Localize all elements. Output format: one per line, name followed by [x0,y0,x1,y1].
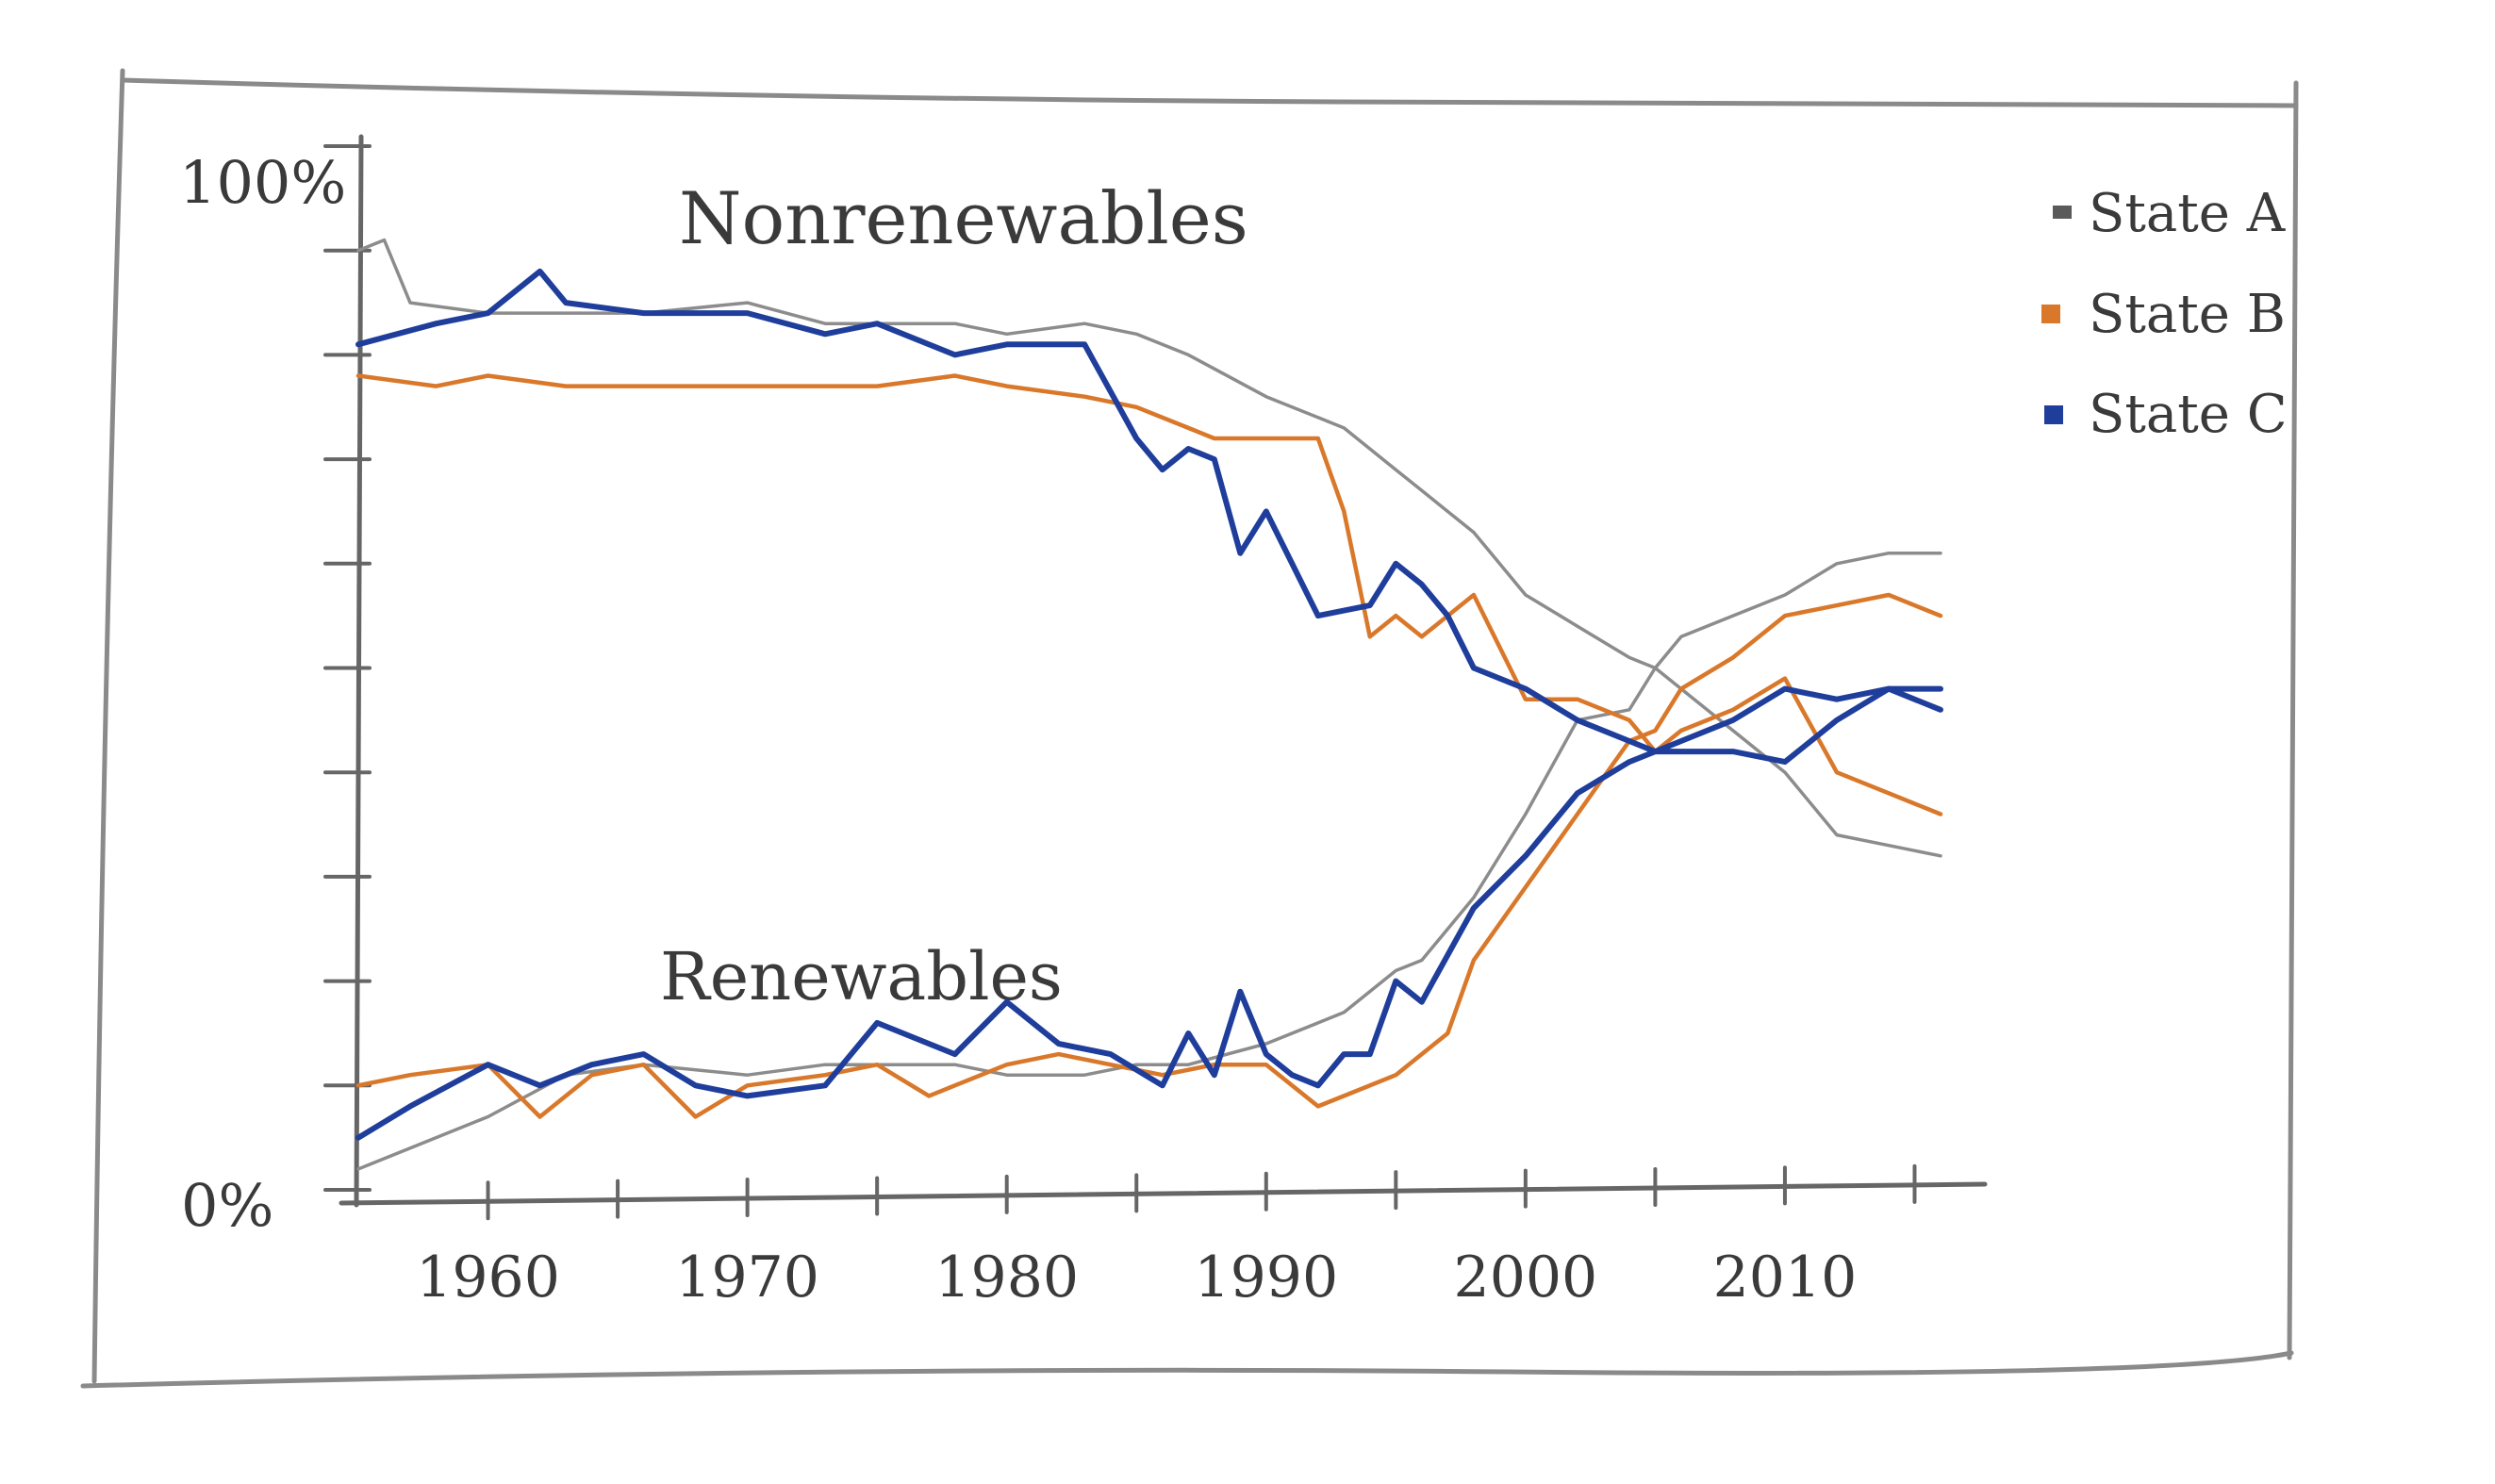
y-axis [354,134,364,1208]
series-line-state-c-nonrenewables [355,268,1943,755]
frame-top [120,77,2299,108]
x-tick-label: 1980 [934,1245,1079,1311]
legend-label-state-a: State A [2089,183,2286,244]
legend: State A State B State C [2041,183,2288,445]
series-line-state-a-nonrenewables [356,238,1942,858]
frame-right [2287,80,2299,1360]
y-label-bottom: 0% [181,1171,273,1240]
annotation-nonrenewables: Nonrenewables [679,176,1248,260]
legend-swatch-state-a [2053,206,2072,219]
x-tick-label: 1990 [1194,1245,1338,1311]
series-layer [355,238,1943,1171]
frame-bottom [80,1350,2294,1389]
frame-left [91,68,125,1384]
legend-label-state-c: State C [2089,384,2288,445]
x-tick-label: 2010 [1713,1245,1858,1311]
x-tick-labels: 1960 1970 1980 1990 2000 2010 [416,1245,1857,1311]
series-line-state-b-renewables [355,592,1943,1119]
annotation-renewables: Renewables [660,938,1063,1015]
x-tick-label: 1960 [416,1245,560,1311]
series-line-state-b-nonrenewables [355,373,1943,816]
x-tick-label: 2000 [1454,1245,1598,1311]
x-tick-label: 1970 [675,1245,819,1311]
legend-label-state-b: State B [2089,284,2286,345]
series-line-state-c-renewables [355,685,1943,1141]
legend-swatch-state-c [2044,405,2063,424]
legend-swatch-state-b [2041,305,2060,323]
x-ticks [486,1163,1917,1221]
series-line-state-a-renewables [356,551,1942,1171]
x-axis [339,1181,1988,1206]
y-label-top: 100% [179,148,346,217]
y-ticks [323,144,372,1192]
